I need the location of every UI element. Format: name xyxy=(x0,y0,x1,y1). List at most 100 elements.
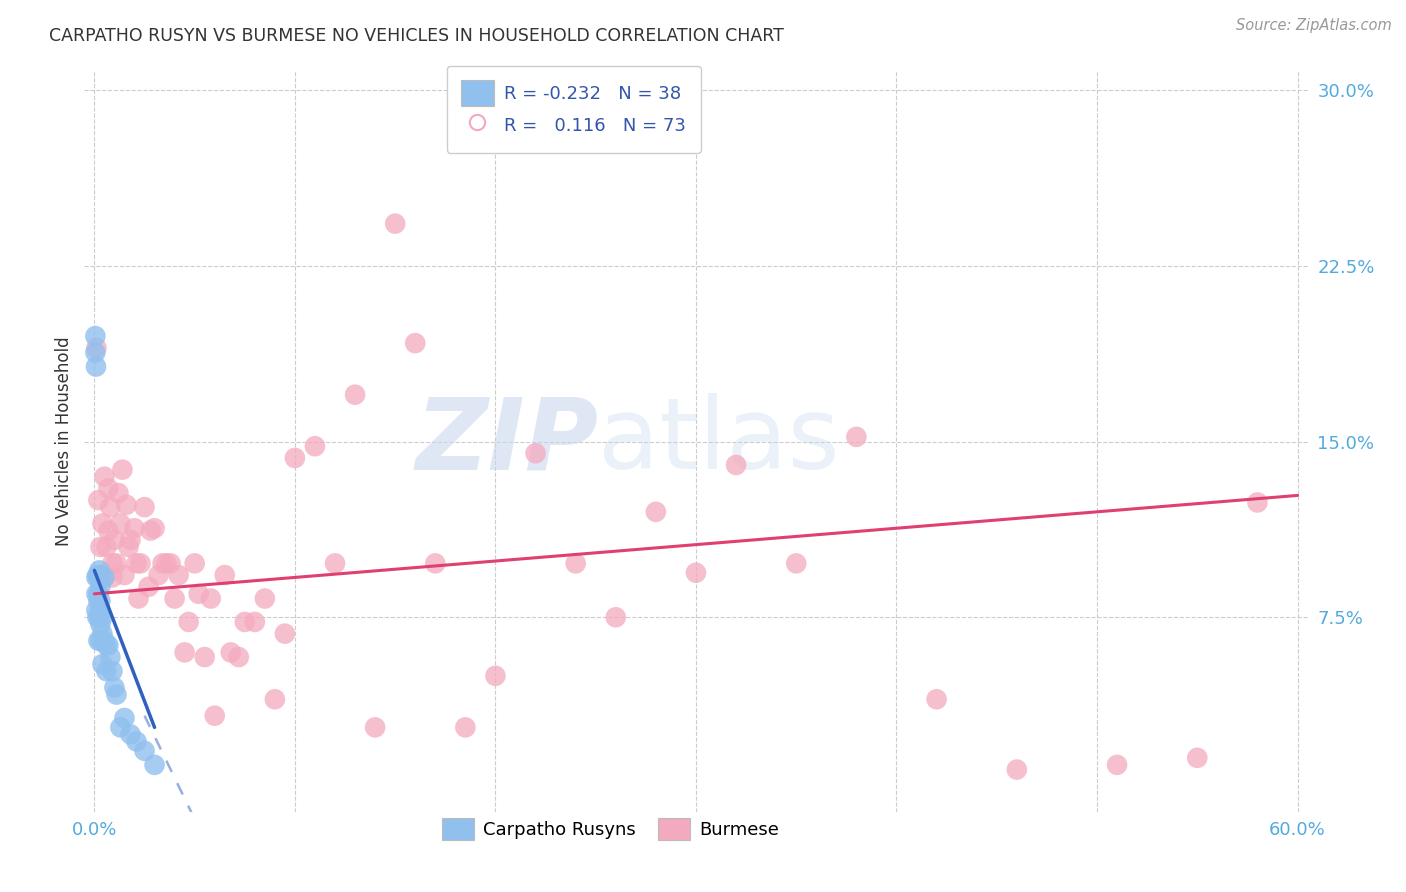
Text: atlas: atlas xyxy=(598,393,839,490)
Point xyxy=(124,521,146,535)
Point xyxy=(120,533,142,547)
Point xyxy=(87,587,110,601)
Point xyxy=(86,568,108,582)
Point xyxy=(155,557,177,571)
Point xyxy=(138,580,160,594)
Point xyxy=(263,692,285,706)
Point xyxy=(143,757,166,772)
Point xyxy=(214,568,236,582)
Point xyxy=(87,594,110,608)
Point xyxy=(845,430,868,444)
Point xyxy=(89,580,111,594)
Point xyxy=(253,591,276,606)
Point xyxy=(125,734,148,748)
Point xyxy=(233,615,256,629)
Point xyxy=(91,657,114,672)
Point xyxy=(304,439,326,453)
Point xyxy=(93,633,115,648)
Point xyxy=(89,568,111,582)
Point xyxy=(243,615,266,629)
Point xyxy=(200,591,222,606)
Text: ZIP: ZIP xyxy=(415,393,598,490)
Point xyxy=(925,692,948,706)
Point xyxy=(110,516,132,531)
Point xyxy=(425,557,447,571)
Point xyxy=(159,557,181,571)
Point xyxy=(129,557,152,571)
Point xyxy=(89,633,111,648)
Point xyxy=(89,563,111,577)
Point xyxy=(91,610,114,624)
Point xyxy=(103,681,125,695)
Point xyxy=(685,566,707,580)
Point xyxy=(96,639,118,653)
Y-axis label: No Vehicles in Household: No Vehicles in Household xyxy=(55,336,73,547)
Point xyxy=(605,610,627,624)
Point xyxy=(84,359,107,374)
Point xyxy=(97,482,120,496)
Point xyxy=(87,493,110,508)
Point xyxy=(115,498,138,512)
Point xyxy=(177,615,200,629)
Point xyxy=(187,587,209,601)
Point xyxy=(110,720,132,734)
Point xyxy=(125,557,148,571)
Point xyxy=(194,650,217,665)
Point xyxy=(219,645,242,659)
Point xyxy=(91,626,114,640)
Point xyxy=(564,557,586,571)
Point xyxy=(93,570,115,584)
Point xyxy=(785,557,807,571)
Point xyxy=(107,486,129,500)
Point xyxy=(103,533,125,547)
Point xyxy=(89,594,111,608)
Point xyxy=(111,463,134,477)
Point xyxy=(344,387,367,401)
Point xyxy=(134,500,156,515)
Point xyxy=(404,336,426,351)
Point xyxy=(139,524,162,538)
Point xyxy=(167,568,190,582)
Point xyxy=(101,570,124,584)
Legend: Carpatho Rusyns, Burmese: Carpatho Rusyns, Burmese xyxy=(430,807,790,851)
Point xyxy=(86,610,108,624)
Point xyxy=(84,345,107,359)
Point xyxy=(148,568,170,582)
Point xyxy=(284,450,307,465)
Point xyxy=(152,557,174,571)
Point xyxy=(120,727,142,741)
Point xyxy=(274,626,297,640)
Point xyxy=(86,570,108,584)
Point xyxy=(100,650,122,665)
Point xyxy=(364,720,387,734)
Point xyxy=(228,650,250,665)
Point xyxy=(86,603,108,617)
Point xyxy=(91,516,114,531)
Point xyxy=(86,587,108,601)
Point xyxy=(454,720,477,734)
Point xyxy=(1187,751,1209,765)
Point xyxy=(1246,495,1268,509)
Point xyxy=(644,505,666,519)
Point xyxy=(89,617,111,632)
Point xyxy=(204,708,226,723)
Point xyxy=(87,633,110,648)
Point xyxy=(1107,757,1129,772)
Point xyxy=(93,570,115,584)
Point xyxy=(384,217,406,231)
Point xyxy=(89,603,111,617)
Point xyxy=(97,639,120,653)
Text: CARPATHO RUSYN VS BURMESE NO VEHICLES IN HOUSEHOLD CORRELATION CHART: CARPATHO RUSYN VS BURMESE NO VEHICLES IN… xyxy=(49,27,785,45)
Point xyxy=(96,540,118,554)
Point xyxy=(117,540,139,554)
Point xyxy=(87,570,110,584)
Text: Source: ZipAtlas.com: Source: ZipAtlas.com xyxy=(1236,18,1392,33)
Point xyxy=(97,524,120,538)
Point xyxy=(101,664,124,678)
Point xyxy=(1005,763,1028,777)
Point xyxy=(84,329,107,343)
Point xyxy=(89,540,111,554)
Point xyxy=(173,645,195,659)
Point xyxy=(143,521,166,535)
Point xyxy=(484,669,506,683)
